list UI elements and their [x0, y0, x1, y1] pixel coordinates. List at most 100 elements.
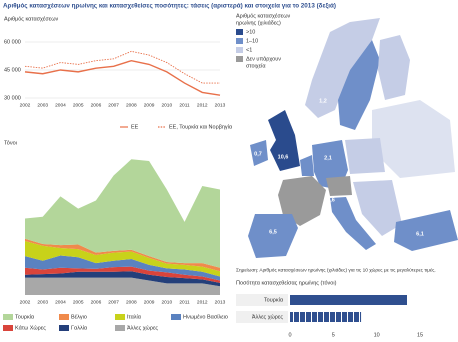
y-tick-label: 45 000: [4, 67, 21, 73]
area: [25, 266, 220, 283]
x-tick-label: 2007: [108, 299, 119, 305]
bar-label-box: [236, 294, 288, 306]
x-tick-label: 2003: [37, 299, 48, 305]
x-tick-label: 2008: [126, 299, 137, 305]
bar: [290, 312, 362, 322]
legend-swatch: [115, 314, 125, 320]
line: [24, 50, 220, 84]
legend-swatch: [3, 314, 13, 320]
map-legend-title: ηρωίνης (χιλιάδες): [236, 19, 281, 26]
legend-label: Βέλγιο: [71, 313, 87, 320]
legend-label: ΕΕ: [131, 124, 139, 130]
y-tick-label: Άλλες χώρες: [252, 313, 283, 320]
x-tick-label: 2011: [179, 299, 190, 305]
map-label: 1,2: [319, 98, 327, 104]
area: [25, 271, 220, 287]
map-region: [300, 155, 314, 176]
legend-swatch: [59, 314, 69, 320]
map-label: 0,7: [254, 151, 262, 157]
legend-label: Άλλες χώρες: [127, 324, 158, 331]
map-region: [326, 176, 352, 196]
legend-label: ΕΕ, Τουρκία και Νορβηγία: [169, 124, 233, 130]
x-tick-label: 2010: [161, 102, 172, 108]
legend-swatch: [236, 38, 243, 44]
x-tick-label: 2006: [91, 102, 102, 108]
x-tick-label: 2010: [161, 299, 172, 305]
map-region: [330, 197, 376, 250]
x-tick-label: 2003: [37, 102, 48, 108]
x-tick-label: 5: [332, 332, 335, 338]
x-tick-label: 0: [288, 332, 291, 338]
legend-label: Τουρκία: [15, 314, 35, 320]
bar-label-box: [236, 311, 288, 323]
x-tick-label: 2005: [73, 102, 84, 108]
y-tick-label: 60 000: [4, 39, 21, 45]
x-tick-label: 2012: [197, 299, 208, 305]
area: [25, 241, 220, 277]
map-region: [378, 35, 410, 100]
map-region: [345, 138, 385, 174]
legend-label: Ηνωμένο Βασίλειο: [183, 313, 228, 320]
legend-label: Γαλλία: [71, 325, 88, 331]
map-label: 6,5: [269, 229, 277, 235]
map-label: 2,1: [324, 155, 332, 161]
x-tick-label: 2002: [20, 299, 31, 305]
note: Σημείωση: Αριθμός κατασχέσεων ηρωίνης (χ…: [236, 266, 436, 273]
map-region: [268, 110, 300, 171]
x-tick-label: 2012: [197, 102, 208, 108]
legend-label: Ιταλία: [127, 314, 142, 320]
y-axis-label: Τόνοι: [4, 139, 18, 146]
y-axis-label: Αριθμός κατασχέσεων: [4, 15, 58, 22]
map-label: 2,6: [327, 197, 335, 203]
x-tick-label: 2011: [179, 102, 190, 108]
area: [25, 159, 220, 268]
x-tick-label: 10: [374, 332, 380, 338]
chart-title: Ποσότητα κατασχεθείσας ηρωίνης (τόνοι): [236, 279, 337, 286]
y-tick-label: Τουρκία: [264, 297, 284, 303]
legend-label: Δεν υπάρχουν: [246, 55, 281, 62]
area: [25, 255, 220, 281]
x-tick-label: 2007: [108, 102, 119, 108]
legend-label: 1–10: [246, 38, 258, 44]
y-tick-label: 30 000: [4, 95, 21, 101]
legend-swatch: [59, 325, 69, 331]
map-region: [338, 40, 380, 130]
x-tick-label: 2013: [215, 299, 226, 305]
x-tick-label: 2005: [73, 299, 84, 305]
legend-label: στοιχεία: [246, 63, 266, 69]
x-tick-label: 2006: [91, 299, 102, 305]
x-tick-label: 2008: [126, 102, 137, 108]
map-region: [248, 214, 298, 258]
x-tick-label: 2004: [55, 299, 66, 305]
map-region: [353, 180, 402, 236]
map-region: [305, 18, 380, 118]
map-region: [372, 100, 455, 178]
bar: [290, 295, 407, 305]
map-region: [278, 176, 326, 226]
legend-swatch: [171, 314, 181, 320]
map-region: [250, 140, 268, 166]
map: 1,2 10,6 0,7 2,1 2,6 6,5 6,1 Αριθμός κατ…: [236, 12, 458, 258]
legend-label: Κάτω Χώρες: [15, 324, 46, 331]
legend-swatch: [236, 29, 243, 35]
x-tick-label: 15: [417, 332, 423, 338]
x-tick-label: 2002: [20, 102, 31, 108]
legend-label: >10: [246, 29, 255, 35]
map-region: [394, 210, 458, 251]
x-tick-label: 2009: [144, 299, 155, 305]
page-title: Αριθμός κατασχέσεων ηρωίνης και κατασχεθ…: [3, 3, 336, 10]
legend-swatch: [236, 56, 243, 62]
x-tick-label: 2009: [144, 102, 155, 108]
area: [25, 238, 220, 272]
area: [25, 277, 220, 295]
x-tick-label: 2004: [55, 102, 66, 108]
map-label: 6,1: [416, 231, 424, 237]
line: [24, 59, 221, 96]
legend-swatch: [236, 47, 243, 53]
x-tick-label: 2013: [215, 102, 226, 108]
legend-label: <1: [246, 47, 252, 53]
legend-swatch: [3, 325, 13, 331]
legend-swatch: [115, 325, 125, 331]
map-label: 10,6: [278, 154, 289, 160]
